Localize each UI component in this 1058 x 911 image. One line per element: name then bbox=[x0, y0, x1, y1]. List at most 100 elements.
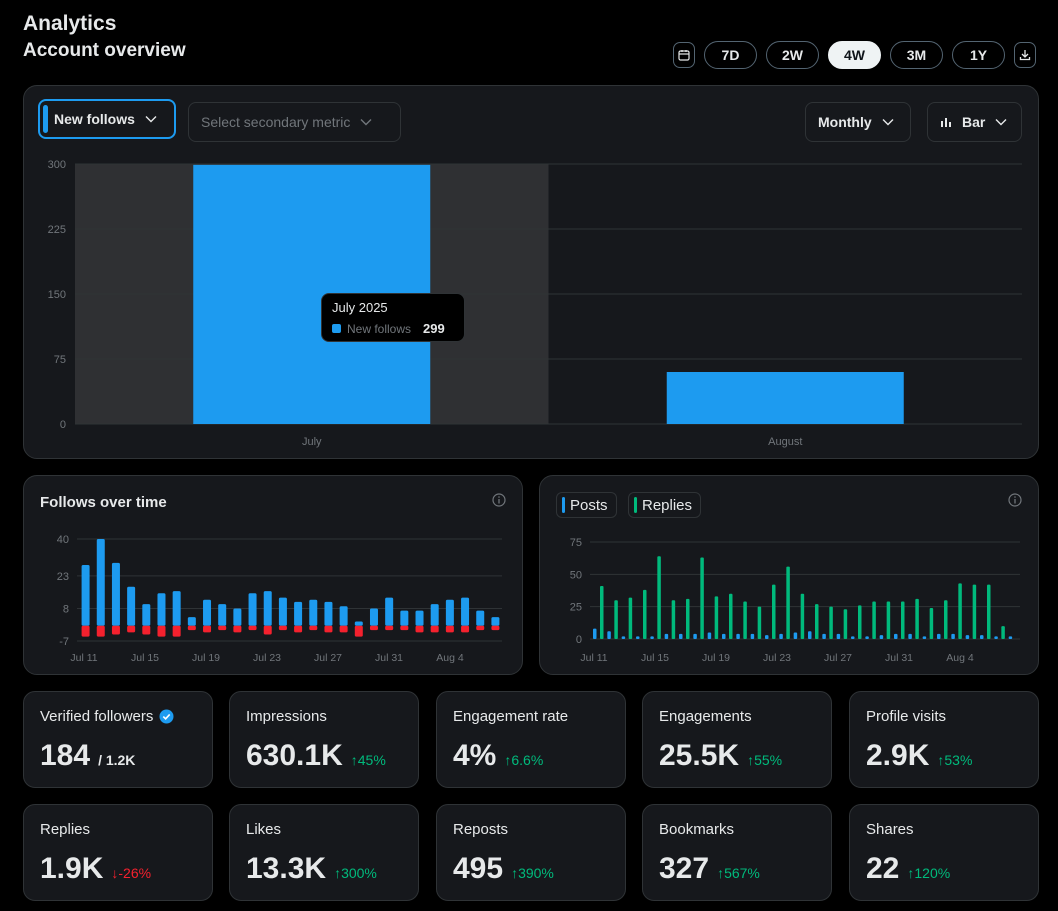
y-tick-label: 50 bbox=[570, 569, 582, 581]
posts-bar bbox=[865, 636, 869, 639]
replies-bar bbox=[614, 600, 618, 639]
replies-bar bbox=[987, 584, 991, 639]
x-tick-label: Jul 27 bbox=[824, 652, 852, 664]
stat-change-value: 120% bbox=[914, 865, 951, 881]
app-title: Analytics bbox=[23, 12, 117, 35]
unfollows-bar bbox=[461, 625, 470, 633]
stat-change: ↑567% bbox=[717, 865, 760, 881]
stat-card[interactable]: Likes 13.3K ↑300% bbox=[229, 804, 419, 901]
stat-value-row: 327 ↑567% bbox=[659, 852, 760, 886]
stat-card[interactable]: Replies 1.9K ↓-26% bbox=[23, 804, 213, 901]
tooltip-title: July 2025 bbox=[332, 300, 388, 315]
stat-value: 495 bbox=[453, 852, 504, 885]
range-1y-button[interactable]: 1Y bbox=[952, 41, 1005, 69]
stat-card[interactable]: Engagements 25.5K ↑55% bbox=[642, 691, 832, 788]
interval-dropdown[interactable]: Monthly bbox=[805, 102, 911, 142]
x-tick-label: Jul 11 bbox=[70, 652, 97, 664]
stat-value: 630.1K bbox=[246, 739, 343, 772]
unfollows-bar bbox=[324, 625, 333, 633]
legend-posts[interactable]: Posts bbox=[556, 492, 617, 518]
replies-bar bbox=[757, 606, 762, 639]
x-tick-label: Jul 15 bbox=[641, 652, 669, 664]
replies-bar bbox=[944, 600, 948, 639]
y-tick-label: 150 bbox=[48, 289, 66, 301]
unfollows-bar bbox=[309, 625, 318, 631]
stat-card[interactable]: Verified followers 184 / 1.2K bbox=[23, 691, 213, 788]
range-4w-button[interactable]: 4W bbox=[828, 41, 881, 69]
replies-bar bbox=[843, 609, 848, 639]
stat-change: ↑45% bbox=[351, 752, 386, 768]
range-3m-button[interactable]: 3M bbox=[890, 41, 943, 69]
unfollows-bar bbox=[354, 625, 363, 637]
primary-metric-dropdown[interactable]: New follows bbox=[38, 99, 176, 139]
follows-bar bbox=[157, 593, 166, 626]
chevron-down-icon bbox=[360, 119, 372, 126]
follows-bar bbox=[415, 610, 424, 626]
follows-bar bbox=[218, 604, 227, 626]
unfollows-bar bbox=[430, 625, 439, 633]
stat-change: ↑55% bbox=[747, 752, 782, 768]
arrow-up-icon: ↑ bbox=[937, 752, 945, 768]
posts-bar bbox=[636, 636, 640, 639]
stat-label: Impressions bbox=[246, 708, 327, 725]
unfollows-bar bbox=[96, 625, 105, 637]
legend-replies[interactable]: Replies bbox=[628, 492, 702, 518]
range-7d-button[interactable]: 7D bbox=[704, 41, 757, 69]
replies-bar bbox=[671, 600, 676, 639]
stat-value-row: 22 ↑120% bbox=[866, 852, 950, 886]
posts-bar bbox=[779, 633, 783, 639]
main-chart-panel: 0 75 150 225 300 July August New follows Selec… bbox=[23, 85, 1039, 459]
tooltip-series: New follows bbox=[347, 321, 412, 336]
calendar-button[interactable] bbox=[673, 42, 695, 68]
info-icon[interactable] bbox=[1008, 493, 1022, 507]
unfollows-bar bbox=[400, 625, 409, 631]
secondary-metric-dropdown[interactable]: Select secondary metric bbox=[188, 102, 401, 142]
unfollows-bar bbox=[157, 625, 166, 637]
stat-card[interactable]: Engagement rate 4% ↑6.6% bbox=[436, 691, 626, 788]
arrow-up-icon: ↑ bbox=[907, 865, 915, 881]
stat-change: ↓-26% bbox=[111, 865, 151, 881]
unfollows-bar bbox=[248, 625, 257, 631]
stat-change: ↑390% bbox=[511, 865, 554, 881]
posts-bar bbox=[808, 631, 812, 639]
info-icon[interactable] bbox=[492, 493, 506, 507]
y-tick-label: 75 bbox=[570, 537, 582, 549]
stat-value: 184 bbox=[40, 739, 91, 772]
stat-value-row: 13.3K ↑300% bbox=[246, 852, 377, 886]
follows-bar bbox=[172, 591, 181, 626]
x-tick-label: August bbox=[768, 436, 802, 448]
chart-type-dropdown[interactable]: Bar bbox=[927, 102, 1022, 142]
stat-card[interactable]: Impressions 630.1K ↑45% bbox=[229, 691, 419, 788]
posts-bar bbox=[894, 633, 898, 639]
stat-label-row: Replies bbox=[40, 821, 90, 838]
unfollows-bar bbox=[111, 625, 120, 635]
posts-replies-chart: 0 25 50 75 Jul 11 Jul 15 Jul 19 Jul 23 Jul 27 Jul… bbox=[570, 537, 1020, 664]
posts-bar bbox=[879, 635, 884, 639]
range-2w-button[interactable]: 2W bbox=[766, 41, 819, 69]
stat-card[interactable]: Bookmarks 327 ↑567% bbox=[642, 804, 832, 901]
tooltip-row: New follows 299 bbox=[332, 321, 454, 336]
stat-card[interactable]: Shares 22 ↑120% bbox=[849, 804, 1039, 901]
posts-bar bbox=[621, 636, 626, 639]
stat-card[interactable]: Profile visits 2.9K ↑53% bbox=[849, 691, 1039, 788]
unfollows-bar bbox=[142, 625, 151, 635]
calendar-icon bbox=[678, 50, 690, 61]
follows-bar bbox=[263, 591, 272, 626]
replies-bar bbox=[901, 601, 905, 639]
follows-bar bbox=[294, 601, 303, 626]
stat-change-value: 45% bbox=[357, 752, 386, 768]
date-range-bar: 7D 2W 4W 3M 1Y bbox=[673, 41, 1036, 69]
x-tick-label: Jul 31 bbox=[375, 652, 403, 664]
unfollows-bar bbox=[491, 625, 500, 631]
replies-bar bbox=[1001, 626, 1005, 639]
section-title: Account overview bbox=[23, 40, 186, 56]
download-button[interactable] bbox=[1014, 42, 1036, 68]
stat-value-row: 630.1K ↑45% bbox=[246, 739, 386, 773]
arrow-down-icon: ↓ bbox=[111, 865, 119, 881]
stat-card[interactable]: Reposts 495 ↑390% bbox=[436, 804, 626, 901]
chart-type-label: Bar bbox=[962, 114, 986, 130]
legend-replies-label: Replies bbox=[642, 496, 693, 514]
replies-bar bbox=[786, 566, 790, 639]
replies-bar bbox=[915, 598, 919, 639]
follows-bar bbox=[476, 610, 485, 626]
